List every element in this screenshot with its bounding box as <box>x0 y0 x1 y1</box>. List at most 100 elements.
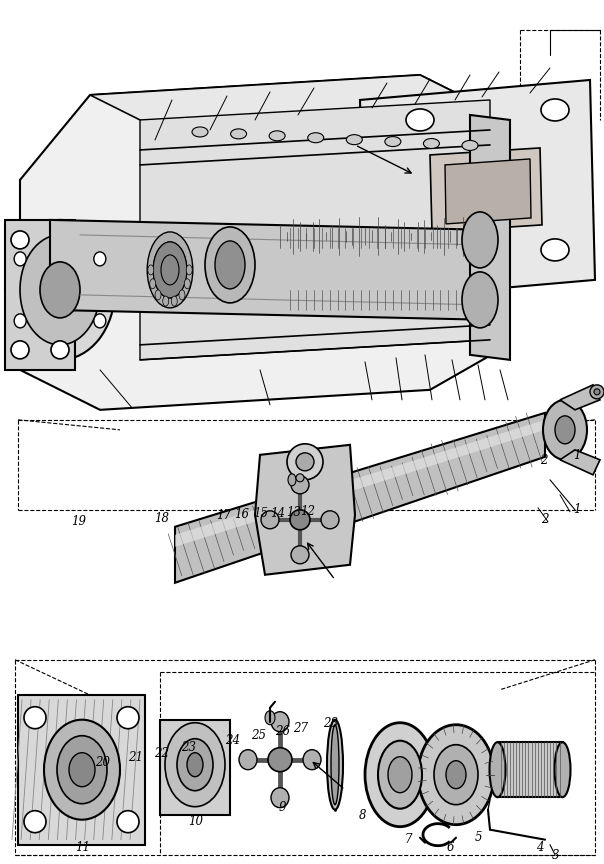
Polygon shape <box>560 450 600 475</box>
Ellipse shape <box>385 137 401 147</box>
Ellipse shape <box>462 212 498 268</box>
Polygon shape <box>140 100 490 360</box>
Ellipse shape <box>290 510 310 530</box>
Ellipse shape <box>269 130 285 141</box>
Ellipse shape <box>554 742 571 797</box>
Text: 11: 11 <box>76 842 91 854</box>
Ellipse shape <box>296 453 314 471</box>
Ellipse shape <box>11 341 29 359</box>
Ellipse shape <box>327 720 343 810</box>
Text: 3: 3 <box>552 849 560 862</box>
Ellipse shape <box>14 314 26 327</box>
Ellipse shape <box>303 750 321 770</box>
Text: 12: 12 <box>301 505 315 518</box>
Ellipse shape <box>365 722 435 827</box>
Polygon shape <box>175 420 545 547</box>
Ellipse shape <box>162 296 169 306</box>
Ellipse shape <box>51 341 69 359</box>
Ellipse shape <box>265 711 275 725</box>
Ellipse shape <box>446 760 466 789</box>
Ellipse shape <box>418 725 494 824</box>
Ellipse shape <box>239 750 257 770</box>
Ellipse shape <box>462 272 498 327</box>
Ellipse shape <box>307 133 324 143</box>
Ellipse shape <box>11 231 29 249</box>
Ellipse shape <box>268 747 292 772</box>
Polygon shape <box>560 384 600 410</box>
Text: 23: 23 <box>181 741 196 754</box>
Ellipse shape <box>153 242 187 298</box>
Ellipse shape <box>423 138 440 149</box>
Ellipse shape <box>388 757 412 792</box>
Polygon shape <box>470 115 510 360</box>
Text: 26: 26 <box>275 725 290 738</box>
Ellipse shape <box>590 384 604 399</box>
Ellipse shape <box>117 810 139 833</box>
Ellipse shape <box>261 511 279 529</box>
Polygon shape <box>430 148 542 232</box>
Ellipse shape <box>153 242 187 298</box>
Text: 4: 4 <box>536 842 544 854</box>
Ellipse shape <box>215 241 245 289</box>
Ellipse shape <box>287 444 323 480</box>
Text: 9: 9 <box>278 801 286 814</box>
Text: 10: 10 <box>188 815 204 829</box>
Ellipse shape <box>291 546 309 564</box>
Ellipse shape <box>271 712 289 732</box>
Text: 22: 22 <box>155 746 169 759</box>
Ellipse shape <box>187 753 203 777</box>
Ellipse shape <box>541 239 569 261</box>
Text: 28: 28 <box>324 717 338 730</box>
Polygon shape <box>20 75 500 410</box>
Ellipse shape <box>543 400 587 460</box>
Ellipse shape <box>177 739 213 791</box>
Ellipse shape <box>148 265 154 275</box>
Text: 15: 15 <box>254 507 268 520</box>
Ellipse shape <box>51 231 69 249</box>
Polygon shape <box>160 720 230 815</box>
Polygon shape <box>90 75 500 135</box>
Text: 6: 6 <box>446 842 454 854</box>
Ellipse shape <box>44 720 120 820</box>
Ellipse shape <box>346 135 362 144</box>
Text: 2: 2 <box>540 454 547 467</box>
Ellipse shape <box>378 740 422 809</box>
Ellipse shape <box>288 473 296 486</box>
Ellipse shape <box>271 788 289 808</box>
Ellipse shape <box>40 262 80 318</box>
Ellipse shape <box>555 416 575 444</box>
Ellipse shape <box>117 707 139 728</box>
Text: 13: 13 <box>287 505 301 518</box>
Ellipse shape <box>150 279 156 289</box>
Ellipse shape <box>69 753 95 787</box>
Text: 1: 1 <box>573 504 581 517</box>
Text: 2: 2 <box>541 513 549 526</box>
Ellipse shape <box>296 473 304 482</box>
Ellipse shape <box>186 265 192 275</box>
Text: 21: 21 <box>129 751 143 764</box>
Ellipse shape <box>24 707 46 728</box>
Ellipse shape <box>172 296 177 306</box>
Text: 8: 8 <box>359 810 367 823</box>
Polygon shape <box>498 742 562 797</box>
Ellipse shape <box>321 511 339 529</box>
Text: 20: 20 <box>95 756 110 769</box>
Ellipse shape <box>20 235 100 345</box>
Ellipse shape <box>94 252 106 266</box>
Ellipse shape <box>401 249 429 271</box>
Ellipse shape <box>331 725 339 804</box>
Ellipse shape <box>231 129 246 139</box>
Ellipse shape <box>24 810 46 833</box>
Ellipse shape <box>192 127 208 137</box>
Text: 27: 27 <box>293 721 307 734</box>
Polygon shape <box>50 220 490 320</box>
Ellipse shape <box>94 314 106 327</box>
Text: 25: 25 <box>251 729 266 742</box>
Ellipse shape <box>406 109 434 131</box>
Polygon shape <box>5 220 75 370</box>
Text: 16: 16 <box>234 508 249 521</box>
Ellipse shape <box>541 99 569 121</box>
Ellipse shape <box>155 290 161 300</box>
Text: 18: 18 <box>155 511 169 524</box>
Polygon shape <box>360 80 595 300</box>
